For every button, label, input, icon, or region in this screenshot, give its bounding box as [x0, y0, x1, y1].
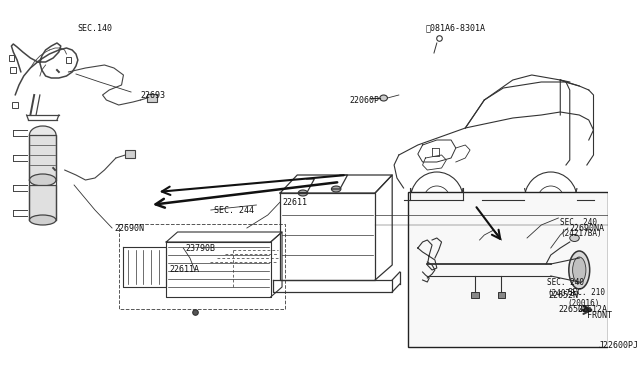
Bar	[497, 292, 505, 298]
Bar	[29, 185, 56, 220]
Text: 22611A: 22611A	[169, 266, 199, 275]
Text: 22650B: 22650B	[558, 305, 588, 314]
Ellipse shape	[380, 95, 387, 101]
Bar	[12, 102, 18, 108]
Bar	[147, 94, 157, 102]
Bar	[408, 192, 608, 347]
Ellipse shape	[29, 126, 56, 144]
Text: SEC. 210
(20016): SEC. 210 (20016)	[568, 288, 605, 308]
Bar	[8, 55, 14, 61]
Bar	[125, 150, 135, 158]
Text: 22060P: 22060P	[349, 96, 380, 105]
Bar	[118, 224, 285, 309]
Text: 22693: 22693	[141, 90, 166, 99]
Text: ②081A6-8301A: ②081A6-8301A	[426, 23, 485, 32]
Ellipse shape	[569, 251, 589, 289]
Ellipse shape	[29, 174, 56, 186]
Text: 22690N: 22690N	[114, 224, 144, 232]
Text: J22600PJ: J22600PJ	[598, 340, 638, 350]
Bar	[29, 135, 56, 180]
Bar	[471, 292, 479, 298]
Text: 22690NA: 22690NA	[570, 224, 605, 232]
Bar	[10, 67, 16, 73]
Bar	[65, 57, 71, 63]
Ellipse shape	[573, 257, 586, 283]
Text: FRONT: FRONT	[587, 311, 612, 320]
Ellipse shape	[570, 234, 579, 241]
Text: SEC. 240
(24078): SEC. 240 (24078)	[547, 278, 584, 298]
Text: 22652N: 22652N	[549, 291, 579, 299]
Text: 23790B: 23790B	[185, 244, 215, 253]
Ellipse shape	[298, 190, 308, 196]
Ellipse shape	[332, 186, 341, 192]
Text: 22611: 22611	[282, 198, 307, 206]
Text: SEC. 244: SEC. 244	[214, 205, 253, 215]
Text: 22612A: 22612A	[577, 305, 607, 314]
Text: SEC.140: SEC.140	[78, 23, 113, 32]
Text: SEC. 240
(24217BA): SEC. 240 (24217BA)	[560, 218, 602, 238]
Ellipse shape	[29, 215, 56, 225]
